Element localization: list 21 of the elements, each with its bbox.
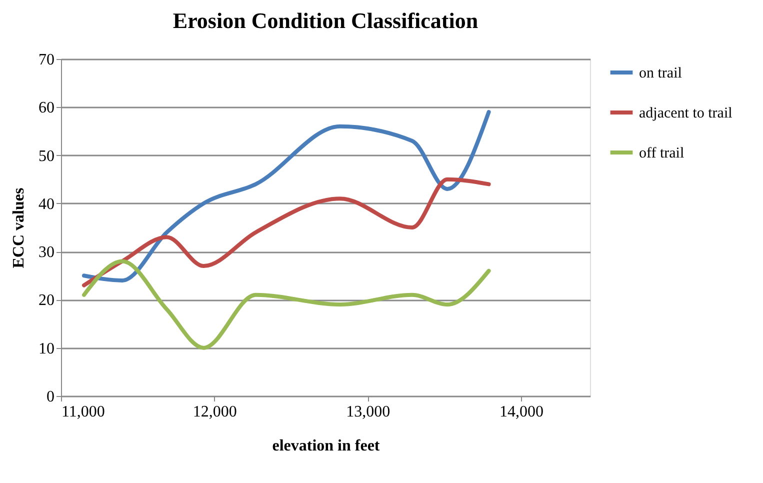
- line-series: [82, 110, 491, 282]
- line-series: [82, 177, 491, 288]
- legend-label: adjacent to trail: [639, 106, 732, 122]
- y-tick-label: 20: [38, 292, 54, 310]
- x-tick-label: 14,000: [500, 404, 544, 420]
- y-axis-title: ECC values: [10, 188, 28, 268]
- x-tick-label: 13,000: [346, 404, 390, 420]
- line-series: [82, 259, 491, 350]
- y-tick-label: 10: [38, 340, 54, 358]
- x-axis-title: elevation in feet: [272, 438, 380, 454]
- y-tick-label: 50: [38, 148, 54, 165]
- x-tick-label: 12,000: [192, 404, 237, 420]
- y-tick-label: 70: [38, 52, 54, 68]
- x-tick-label: 11,000: [62, 404, 105, 420]
- y-tick-label: 0: [46, 388, 54, 406]
- y-tick-label: 60: [38, 100, 54, 117]
- legend-label: on trail: [639, 66, 682, 82]
- chart-title: Erosion Condition Classification: [172, 8, 478, 33]
- legend-label: off trail: [639, 146, 684, 162]
- y-tick-label: 40: [38, 196, 54, 213]
- y-tick-label: 30: [38, 244, 54, 262]
